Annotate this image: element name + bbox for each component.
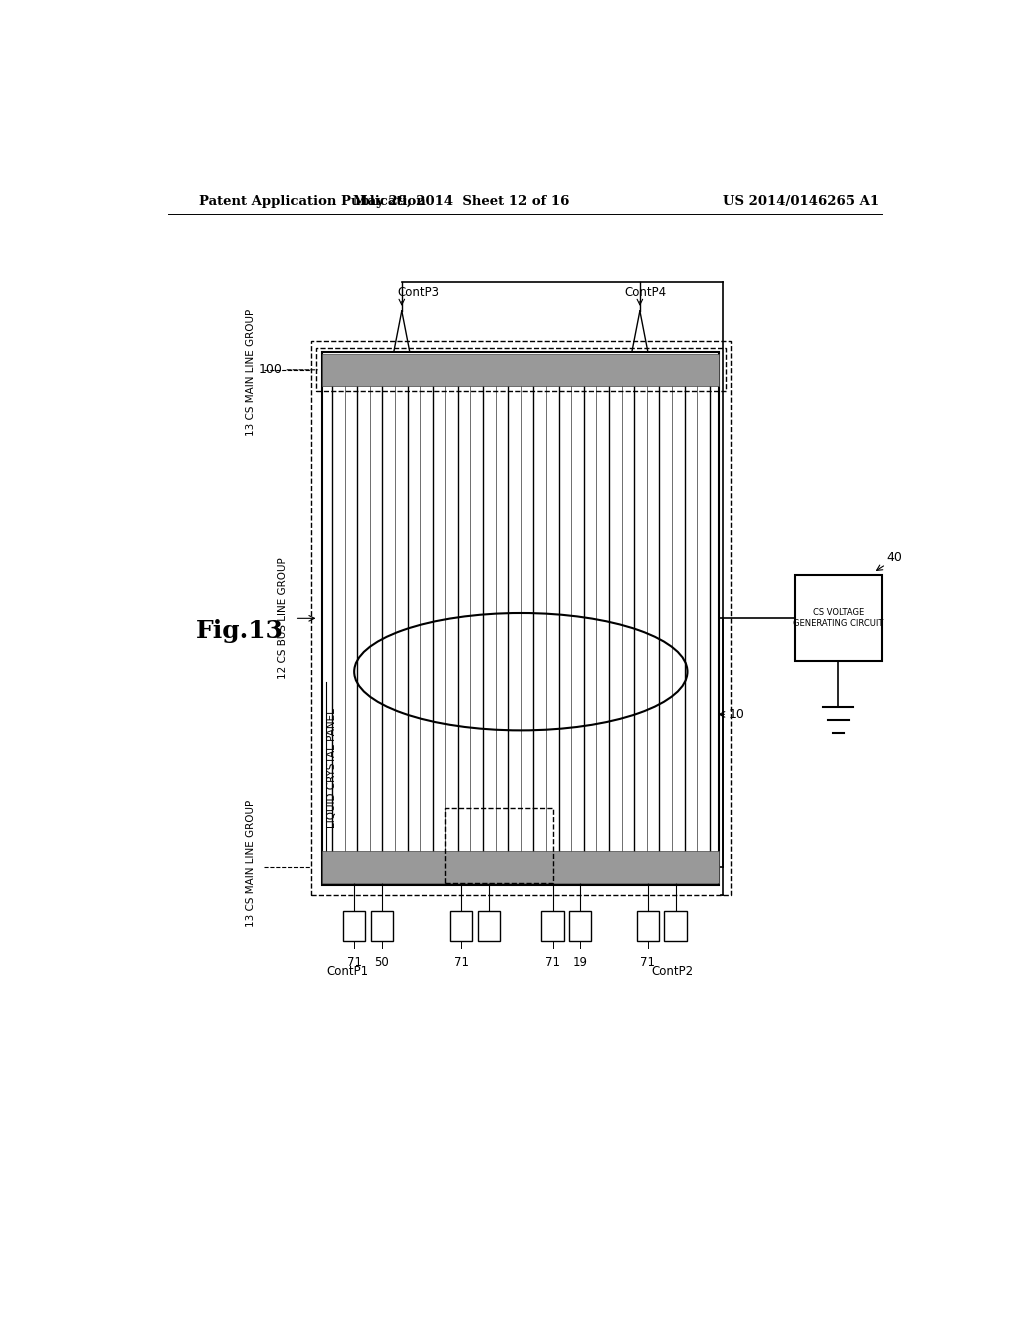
Text: 71: 71 xyxy=(454,956,469,969)
Bar xyxy=(795,574,882,661)
Text: 12 CS BUS LINE GROUP: 12 CS BUS LINE GROUP xyxy=(278,557,288,680)
Bar xyxy=(569,911,592,941)
Text: 50: 50 xyxy=(375,956,389,969)
Text: ContP3: ContP3 xyxy=(397,285,440,298)
Text: Fig.13: Fig.13 xyxy=(196,619,284,643)
Text: Patent Application Publication: Patent Application Publication xyxy=(200,194,426,207)
Bar xyxy=(343,911,366,941)
Text: US 2014/0146265 A1: US 2014/0146265 A1 xyxy=(723,194,880,207)
Text: 13 CS MAIN LINE GROUP: 13 CS MAIN LINE GROUP xyxy=(246,309,256,437)
Text: 100: 100 xyxy=(259,363,283,376)
Text: 71: 71 xyxy=(545,956,560,969)
Text: ContP4: ContP4 xyxy=(624,285,667,298)
Text: 19: 19 xyxy=(572,956,588,969)
Text: 10: 10 xyxy=(729,708,744,721)
Bar xyxy=(445,808,553,883)
Bar xyxy=(316,348,726,391)
Text: May 29, 2014  Sheet 12 of 16: May 29, 2014 Sheet 12 of 16 xyxy=(353,194,569,207)
Bar xyxy=(637,911,658,941)
Text: 40: 40 xyxy=(886,552,902,565)
Text: 71: 71 xyxy=(347,956,361,969)
Bar xyxy=(323,351,719,886)
Bar xyxy=(478,911,500,941)
Text: 71: 71 xyxy=(640,956,655,969)
Bar xyxy=(323,850,719,883)
Text: ContP2: ContP2 xyxy=(651,965,694,978)
Bar xyxy=(542,911,563,941)
Bar xyxy=(371,911,393,941)
Text: ContP1: ContP1 xyxy=(327,965,369,978)
Text: 13 CS MAIN LINE GROUP: 13 CS MAIN LINE GROUP xyxy=(246,800,256,928)
Text: LIQUID CRYSTAL PANEL: LIQUID CRYSTAL PANEL xyxy=(327,708,337,828)
Bar xyxy=(323,354,719,385)
Bar xyxy=(451,911,472,941)
Bar xyxy=(665,911,687,941)
Text: CS VOLTAGE
GENERATING CIRCUIT: CS VOLTAGE GENERATING CIRCUIT xyxy=(793,609,884,627)
Bar xyxy=(310,342,731,895)
